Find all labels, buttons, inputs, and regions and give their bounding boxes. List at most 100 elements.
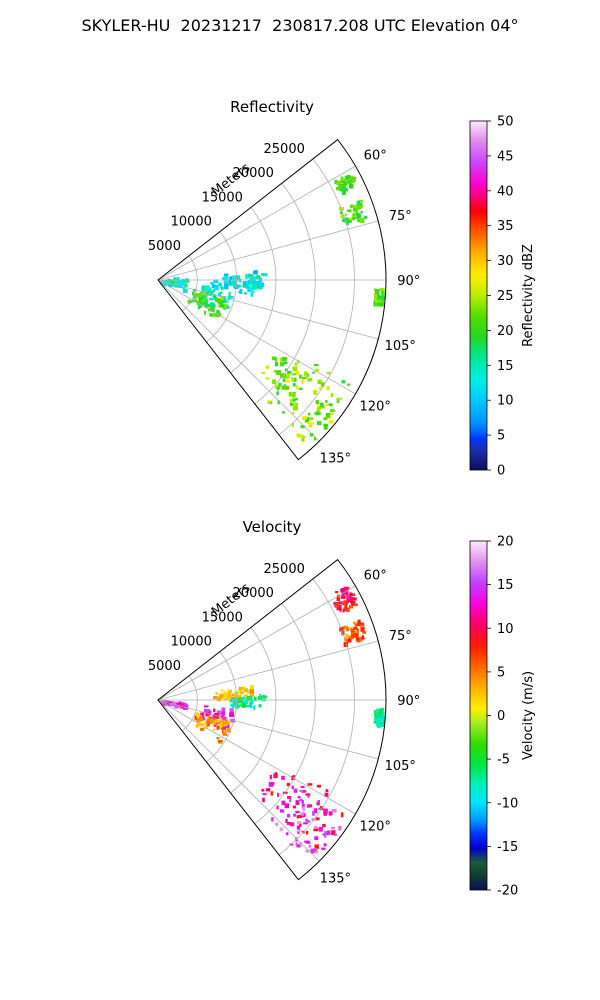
colorbar-tick-label: 5 (497, 665, 505, 680)
echo-gate (213, 708, 216, 713)
azimuth-tick-label: 135° (320, 451, 351, 466)
echo-gate (216, 696, 222, 702)
echo-gate (265, 788, 271, 792)
echo-gate (229, 295, 234, 299)
echo-gate (205, 298, 209, 304)
echo-gate (341, 380, 346, 384)
echo-gate (292, 398, 296, 402)
echo-gate (350, 204, 355, 208)
echo-gate (347, 596, 352, 599)
echo-gate (217, 293, 221, 297)
echo-gate (299, 822, 302, 827)
echo-gate (286, 804, 289, 808)
echo-gate (379, 298, 383, 303)
echo-gate (215, 692, 219, 696)
azimuth-line (157, 640, 379, 701)
echo-cluster (338, 199, 368, 226)
echo-gate (351, 603, 355, 606)
echo-gate (276, 805, 279, 810)
echo-gate (317, 379, 322, 385)
echo-gate (197, 718, 200, 724)
azimuth-tick-label: 75° (389, 629, 412, 644)
echo-gate (298, 387, 303, 391)
echo-gate (374, 293, 377, 297)
echo-gate (273, 370, 278, 373)
echo-gate (216, 737, 220, 740)
echo-gate (229, 708, 234, 713)
echo-gate (245, 699, 249, 705)
echo-gate (301, 379, 305, 384)
echo-gate (254, 696, 257, 702)
echo-gate (244, 292, 247, 295)
echo-gate (348, 594, 352, 599)
echo-gate (346, 177, 351, 182)
echo-gate (334, 833, 338, 836)
echo-gate (336, 597, 341, 602)
echo-gate (338, 601, 343, 605)
echo-gate (225, 720, 230, 725)
echo-gate (213, 295, 217, 299)
range-tick-label: 15000 (202, 610, 243, 625)
echo-gate (194, 715, 198, 720)
azimuth-tick-label: 60° (364, 569, 387, 584)
echo-gate (166, 279, 170, 285)
echo-gate (256, 281, 261, 286)
echo-cluster (334, 174, 357, 195)
echo-gate (249, 287, 254, 290)
echo-gate (336, 398, 340, 403)
echo-gate (313, 437, 317, 441)
echo-gate (221, 732, 225, 735)
echo-gate (356, 622, 360, 626)
azimuth-tick-label: 105° (385, 339, 416, 354)
range-tick-label: 15000 (202, 190, 243, 205)
azimuth-tick-label: 90° (397, 274, 420, 289)
echo-gate (341, 601, 346, 606)
echo-gate (297, 359, 300, 364)
colorbar-tick-label: -5 (497, 753, 510, 768)
echo-gate (249, 281, 253, 285)
echo-gate (353, 626, 358, 630)
echo-gate (300, 425, 305, 429)
echo-gate (279, 357, 283, 363)
echo-gate (293, 406, 298, 411)
colorbar-label: Reflectivity dBZ (521, 244, 536, 347)
range-ring (230, 627, 277, 794)
echo-gate (380, 290, 384, 294)
echo-gate (354, 621, 358, 625)
echo-gate (221, 707, 226, 711)
echo-gate (374, 289, 380, 295)
echo-gate (195, 293, 201, 298)
echo-gate (376, 717, 382, 720)
echo-gate (324, 831, 328, 834)
echo-gate (349, 217, 352, 220)
velocity-panel: Velocity500010000150002000025000Meters60… (148, 518, 536, 899)
echo-gate (212, 728, 216, 731)
echo-gate (380, 293, 385, 298)
echo-gate (216, 721, 221, 726)
echo-gate (209, 302, 214, 307)
echo-gate (249, 273, 254, 278)
range-tick-label: 10000 (171, 635, 212, 650)
echo-gate (311, 818, 316, 821)
echo-gate (355, 636, 360, 641)
azimuth-tick-label: 90° (397, 694, 420, 709)
echo-gate (193, 299, 196, 302)
echo-gate (378, 302, 384, 307)
echo-gate (219, 300, 222, 303)
echo-gate (351, 214, 355, 217)
echo-gate (331, 830, 336, 836)
echo-gate (350, 630, 355, 634)
echo-gate (300, 785, 305, 788)
echo-gate (252, 285, 258, 288)
echo-gate (295, 370, 300, 376)
range-ring (230, 207, 277, 374)
echo-gate (320, 402, 324, 408)
echo-gate (302, 416, 307, 420)
echo-gate (351, 635, 354, 640)
echo-gate (300, 812, 304, 816)
echo-gate (242, 703, 247, 708)
echo-gate (276, 387, 280, 391)
echo-gate (171, 283, 176, 287)
echo-gate (232, 698, 236, 703)
echo-cluster (260, 356, 351, 427)
